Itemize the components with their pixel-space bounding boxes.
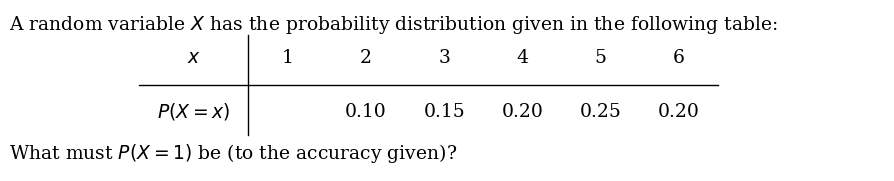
Text: A random variable $X$ has the probability distribution given in the following ta: A random variable $X$ has the probabilit… xyxy=(10,14,778,36)
Text: 2: 2 xyxy=(359,49,372,67)
Text: 5: 5 xyxy=(595,49,606,67)
Text: 1: 1 xyxy=(282,49,293,67)
Text: 0.15: 0.15 xyxy=(423,103,465,121)
Text: 6: 6 xyxy=(672,49,684,67)
Text: 0.20: 0.20 xyxy=(657,103,699,121)
Text: What must $P(X = 1)$ be (to the accuracy given)?: What must $P(X = 1)$ be (to the accuracy… xyxy=(10,142,457,165)
Text: $P(X = x)$: $P(X = x)$ xyxy=(157,101,230,122)
Text: 3: 3 xyxy=(438,49,450,67)
Text: 0.10: 0.10 xyxy=(344,103,386,121)
Text: $x$: $x$ xyxy=(187,49,200,67)
Text: 0.25: 0.25 xyxy=(579,103,621,121)
Text: 0.20: 0.20 xyxy=(501,103,543,121)
Text: 4: 4 xyxy=(516,49,527,67)
